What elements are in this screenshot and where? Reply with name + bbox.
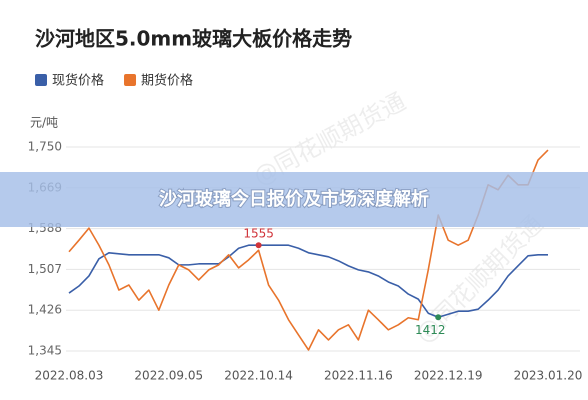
x-tick-label: 2023.01.20	[514, 369, 583, 383]
data-label: 1555	[243, 227, 274, 241]
banner	[0, 172, 588, 227]
legend-label: 期货价格	[141, 73, 193, 89]
y-tick-label: 1,426	[28, 303, 62, 317]
y-tick-label: 1,345	[28, 344, 62, 358]
series-line	[68, 149, 549, 351]
chart-title: 沙河地区5.0mm玻璃大板价格走势	[35, 27, 352, 51]
x-tick-label: 2022.11.16	[324, 369, 393, 383]
data-point	[435, 314, 442, 321]
data-point	[255, 242, 262, 249]
x-tick-label: 2022.10.14	[224, 369, 293, 383]
y-unit: 元/吨	[30, 116, 58, 130]
x-tick-label: 2022.12.19	[414, 369, 483, 383]
x-tick-label: 2022.08.03	[35, 369, 104, 383]
y-tick-label: 1,507	[28, 262, 62, 276]
data-label: 1412	[415, 323, 446, 337]
legend-label: 现货价格	[52, 73, 104, 89]
y-tick-label: 1,750	[28, 140, 62, 154]
legend-swatch	[124, 74, 137, 86]
x-tick-label: 2022.09.05	[134, 369, 203, 383]
legend-swatch	[35, 74, 47, 86]
banner-text: 沙河玻璃今日报价及市场深度解析	[159, 188, 429, 210]
series-line	[68, 244, 548, 319]
